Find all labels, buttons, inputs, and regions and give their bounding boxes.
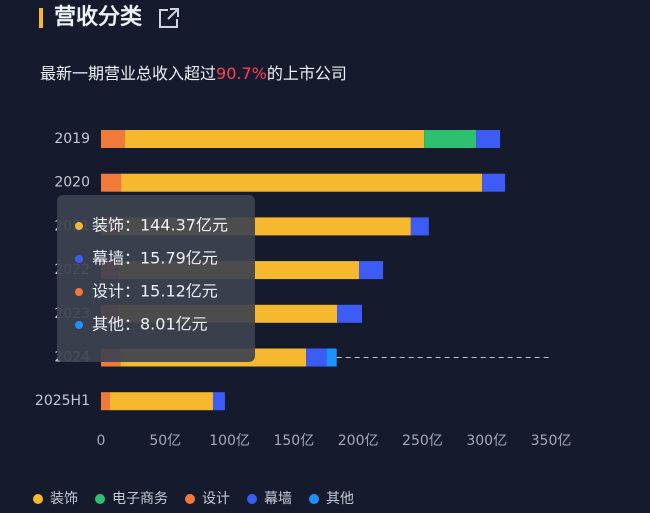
bar-segment (476, 130, 501, 148)
tooltip-box (57, 195, 255, 362)
tooltip-dot (75, 288, 83, 296)
bar-segment (101, 392, 110, 411)
y-tick-label: 2019 (54, 131, 90, 147)
bar-segment (337, 304, 362, 323)
x-tick-label: 50亿 (149, 433, 181, 449)
bar-segment (212, 392, 225, 411)
y-tick-label: 2020 (54, 175, 90, 191)
subtitle-highlight: 90.7% (216, 64, 267, 83)
bar-segment (482, 173, 506, 192)
bar-segment (410, 217, 429, 236)
subtitle-prefix: 最新一期营业总收入超过 (40, 64, 216, 83)
legend-label: 装饰 (50, 491, 78, 507)
x-tick-label: 250亿 (402, 433, 443, 449)
x-tick-label: 0 (97, 433, 106, 449)
y-tick-label: 2025H1 (35, 393, 90, 409)
tooltip-text: 设计：15.12亿元 (92, 282, 218, 301)
legend-marker (247, 494, 257, 504)
tooltip-text: 其他：8.01亿元 (92, 315, 208, 334)
x-tick-label: 350亿 (531, 433, 572, 449)
subtitle: 最新一期营业总收入超过90.7%的上市公司 (40, 64, 347, 83)
legend-marker (309, 494, 319, 504)
legend-marker (185, 494, 195, 504)
bar-segment (125, 130, 425, 148)
tooltip-text: 幕墙：15.79亿元 (92, 249, 218, 268)
legend-label: 设计 (202, 491, 230, 507)
bar-segment (359, 261, 384, 280)
legend-marker (33, 494, 43, 504)
bar-segment (101, 173, 122, 192)
tooltip-dot (75, 321, 83, 329)
bar-segment (121, 173, 483, 192)
legend-label: 幕墙 (264, 491, 292, 507)
x-tick-label: 300亿 (466, 433, 507, 449)
tooltip-dot (75, 222, 83, 230)
legend-label: 其他 (326, 491, 354, 507)
bar-segment (424, 130, 477, 148)
bar-segment (101, 130, 126, 148)
title-accent (39, 8, 43, 28)
chart-title: 营收分类 (54, 4, 143, 30)
x-tick-label: 150亿 (273, 433, 314, 449)
external-link-icon[interactable] (159, 8, 179, 28)
legend-marker (95, 494, 105, 504)
x-tick-label: 100亿 (209, 433, 250, 449)
tooltip-text: 装饰：144.37亿元 (92, 216, 228, 235)
bar-segment (326, 348, 337, 367)
legend-label: 电子商务 (112, 491, 168, 507)
bar-segment (110, 392, 213, 411)
tooltip-dot (75, 255, 83, 263)
x-tick-label: 200亿 (338, 433, 379, 449)
subtitle-suffix: 的上市公司 (267, 64, 347, 83)
bar-segment (306, 348, 327, 367)
